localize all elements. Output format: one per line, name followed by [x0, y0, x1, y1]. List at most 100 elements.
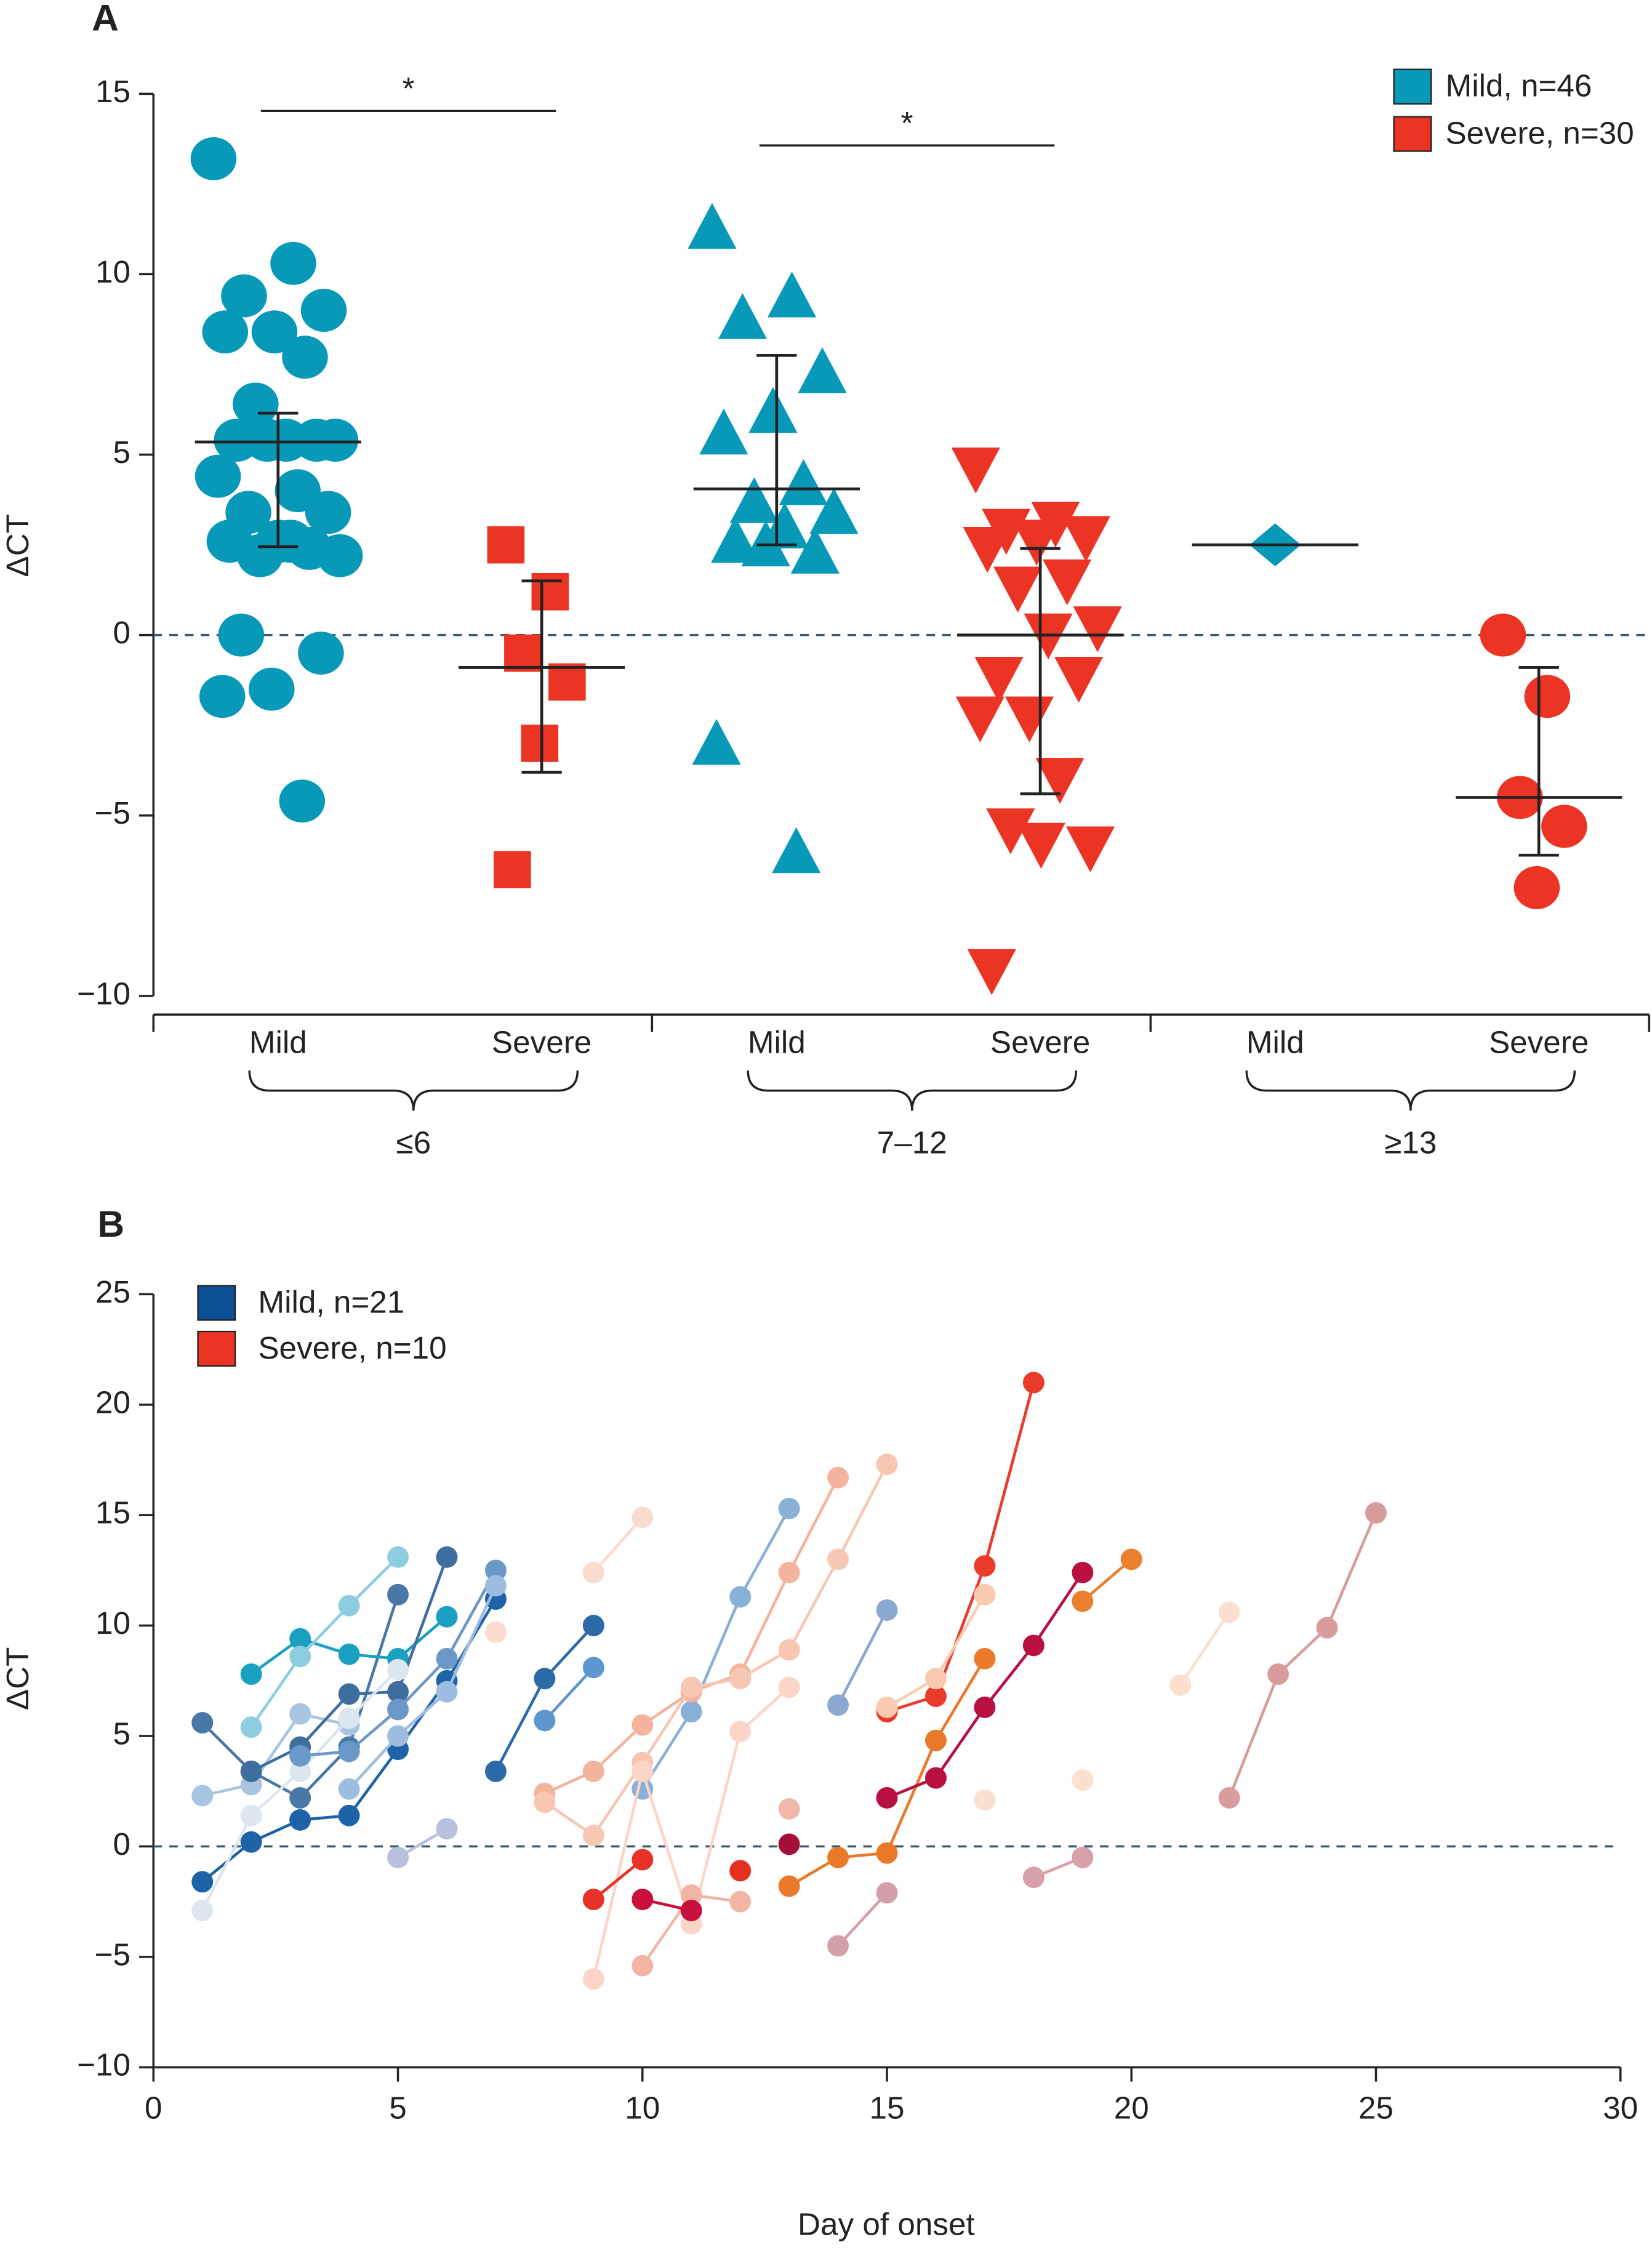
- point: [191, 1712, 214, 1734]
- point: [534, 1710, 556, 1732]
- point: [778, 1497, 800, 1519]
- point: [1022, 1866, 1045, 1889]
- point: [967, 949, 1016, 995]
- point: [632, 1889, 654, 1911]
- point: [924, 1767, 947, 1789]
- point: [790, 528, 840, 574]
- point: [387, 1846, 409, 1868]
- series-line: [592, 1516, 644, 1574]
- y-tick-label: 10: [95, 1605, 130, 1641]
- point: [876, 1787, 898, 1809]
- point: [534, 1791, 556, 1814]
- point: [767, 271, 817, 318]
- point: [974, 1789, 996, 1811]
- point: [240, 1760, 262, 1782]
- y-tick-label: −10: [77, 2047, 130, 2083]
- point: [582, 1562, 604, 1583]
- point: [1267, 1663, 1289, 1685]
- point: [1514, 866, 1560, 909]
- point: [986, 808, 1035, 854]
- category-label: Mild: [1246, 1025, 1304, 1060]
- point: [221, 274, 267, 318]
- point: [1316, 1617, 1338, 1639]
- series-line: [543, 1463, 889, 1838]
- legend-swatch: [197, 1285, 236, 1321]
- point: [778, 1833, 800, 1855]
- point: [711, 516, 760, 563]
- point: [993, 566, 1043, 613]
- point: [582, 1889, 604, 1911]
- point: [876, 1882, 898, 1904]
- point: [494, 851, 531, 888]
- point: [876, 1599, 898, 1621]
- point: [191, 1899, 214, 1921]
- legend-label: Severe, n=10: [258, 1330, 446, 1365]
- point: [1065, 826, 1115, 873]
- series-line: [592, 1686, 790, 1980]
- x-tick-label: 0: [145, 2091, 162, 2126]
- point: [924, 1668, 947, 1690]
- point: [1524, 675, 1571, 718]
- x-tick-label: 30: [1603, 2091, 1638, 2126]
- point: [729, 1668, 752, 1690]
- point: [1035, 758, 1085, 804]
- point: [484, 1760, 507, 1782]
- x-tick-label: 5: [389, 2091, 407, 2126]
- category-label: Mild: [748, 1025, 806, 1060]
- point: [1016, 822, 1065, 869]
- point: [436, 1546, 458, 1568]
- point: [680, 1701, 702, 1723]
- point: [300, 289, 347, 332]
- group-label: ≤6: [396, 1125, 431, 1160]
- legend-label: Mild, n=46: [1446, 68, 1592, 103]
- point: [487, 526, 525, 564]
- x-tick-label: 25: [1358, 2091, 1393, 2126]
- point: [729, 1860, 752, 1882]
- point: [191, 1871, 214, 1893]
- y-tick-label: 5: [113, 435, 131, 470]
- point: [240, 1831, 262, 1853]
- point: [680, 1884, 702, 1906]
- point: [531, 573, 569, 611]
- category-label: Severe: [492, 1025, 591, 1060]
- point: [289, 1703, 311, 1725]
- y-tick-label: 0: [113, 615, 131, 650]
- point: [809, 488, 859, 534]
- point: [974, 1696, 996, 1718]
- point: [1004, 696, 1054, 743]
- point: [1072, 1562, 1094, 1583]
- series-line: [1227, 1512, 1377, 1799]
- y-tick-label: −10: [77, 976, 130, 1011]
- legend-label: Severe, n=30: [1446, 115, 1634, 150]
- series-line: [641, 1508, 791, 1790]
- point: [194, 454, 241, 498]
- point: [199, 675, 246, 718]
- series-line: [1179, 1611, 1231, 1686]
- point: [632, 1506, 654, 1529]
- y-tick-label: −5: [95, 1937, 130, 1972]
- brace: [747, 1070, 1078, 1111]
- point: [778, 1562, 800, 1583]
- y-axis-label: ΔCT: [0, 1647, 35, 1711]
- point: [974, 657, 1024, 703]
- y-tick-label: 0: [113, 1826, 131, 1862]
- point: [974, 1647, 996, 1669]
- point: [1365, 1502, 1387, 1524]
- point: [827, 1548, 849, 1570]
- point: [504, 634, 542, 672]
- point: [692, 718, 741, 765]
- point: [279, 779, 326, 823]
- series-line: [886, 1572, 1084, 1799]
- point: [1169, 1674, 1192, 1696]
- point: [924, 1729, 947, 1751]
- point: [778, 1875, 800, 1897]
- point: [1022, 1372, 1045, 1394]
- point: [582, 1657, 604, 1679]
- point: [951, 448, 1000, 494]
- point: [436, 1681, 458, 1703]
- series-line: [250, 1556, 399, 1728]
- point: [218, 613, 265, 657]
- point: [387, 1658, 409, 1681]
- point: [1073, 606, 1122, 653]
